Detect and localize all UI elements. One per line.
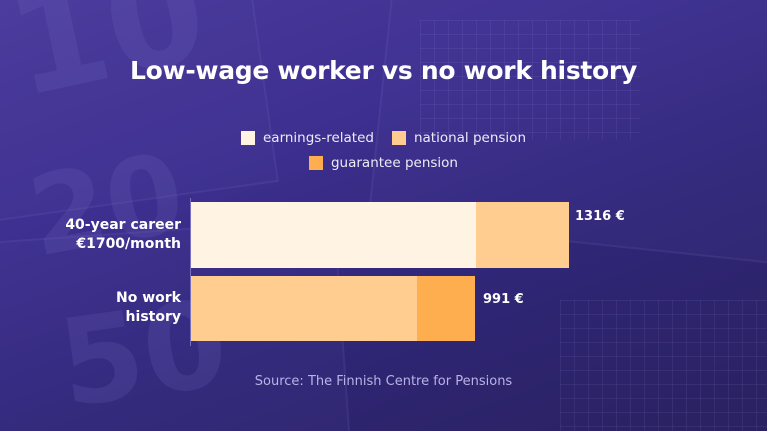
- legend-item-guarantee-pension: guarantee pension: [308, 155, 458, 171]
- category-label-no-work-history: No work history: [116, 289, 181, 327]
- total-value-label: 991 €: [483, 292, 524, 307]
- legend-label: national pension: [413, 130, 527, 146]
- legend-swatch-earnings-related: [240, 131, 255, 145]
- category-label-line: 40-year career: [65, 217, 181, 233]
- chart-title: Low-wage worker vs no work history: [130, 56, 637, 85]
- bar-40-year-career: [191, 202, 569, 268]
- legend-item-earnings-related: earnings-related: [240, 130, 374, 146]
- legend-label: earnings-related: [262, 130, 374, 146]
- bar-segment-national-pension: [476, 202, 569, 268]
- category-axis-line: [190, 198, 191, 346]
- bar-no-work-history: [191, 276, 475, 341]
- category-label-line: history: [125, 309, 181, 325]
- bar-segment-national-pension: [191, 276, 417, 341]
- legend-item-national-pension: national pension: [391, 130, 527, 146]
- total-value-label: 1316 €: [575, 209, 625, 224]
- legend-swatch-guarantee-pension: [308, 156, 323, 170]
- source-note: Source: The Finnish Centre for Pensions: [254, 374, 513, 389]
- category-label-40-year-career: 40-year career €1700/month: [65, 216, 181, 254]
- legend-label: guarantee pension: [330, 155, 458, 171]
- category-label-line: No work: [116, 290, 181, 306]
- category-label-line: €1700/month: [76, 236, 181, 252]
- bar-segment-earnings-related: [191, 202, 476, 268]
- bar-segment-guarantee-pension: [417, 276, 475, 341]
- legend-swatch-national-pension: [391, 131, 406, 145]
